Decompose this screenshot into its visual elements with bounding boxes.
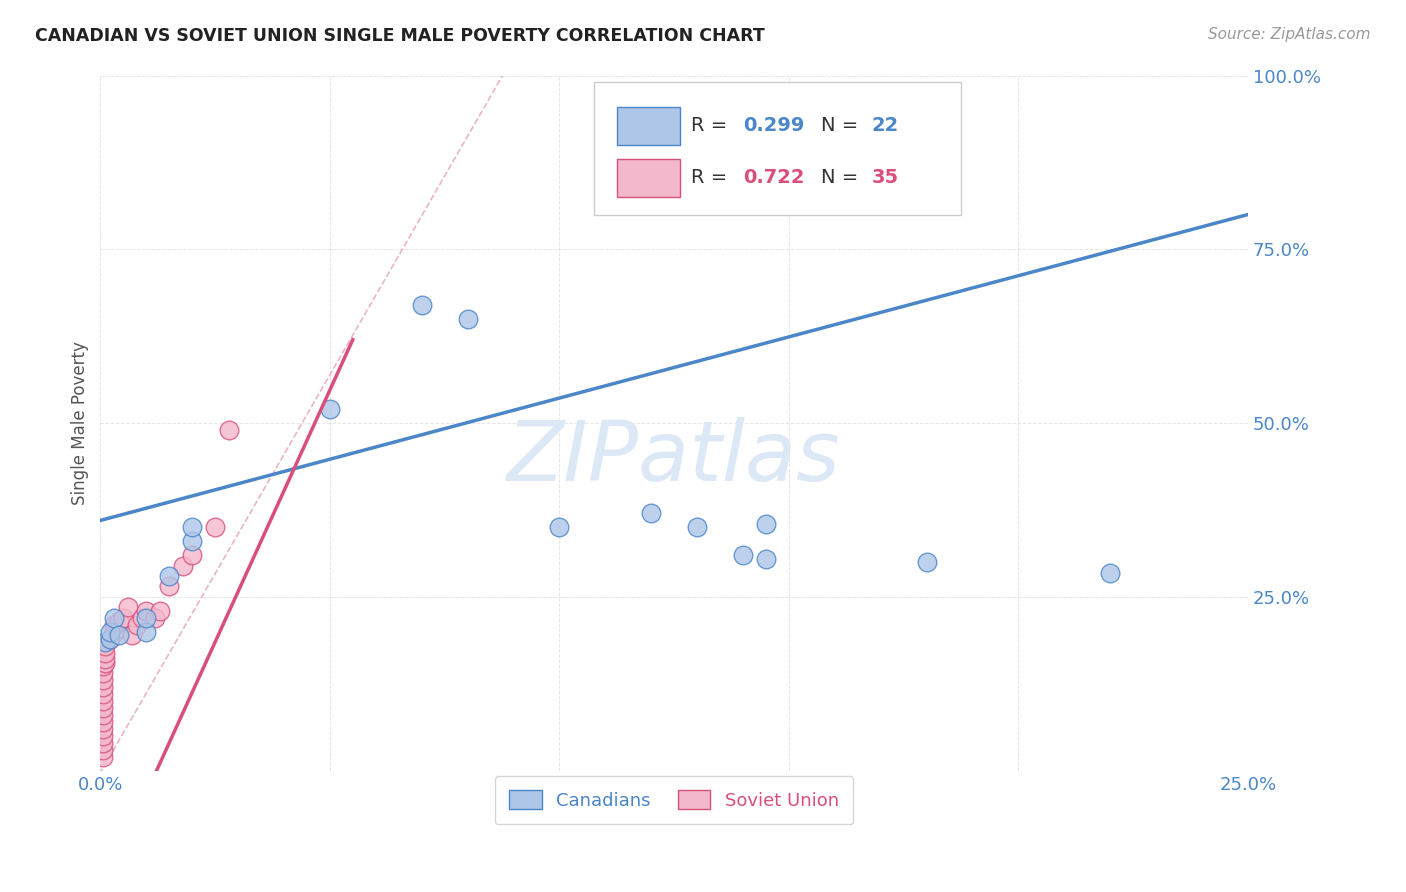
Point [91, 743, 114, 757]
Text: CANADIAN VS SOVIET UNION SINGLE MALE POVERTY CORRELATION CHART: CANADIAN VS SOVIET UNION SINGLE MALE POV… [35, 27, 765, 45]
FancyBboxPatch shape [617, 159, 681, 197]
Point [548, 520, 571, 534]
Y-axis label: Single Male Poverty: Single Male Poverty [72, 341, 89, 505]
Point [181, 520, 204, 534]
Point [91, 722, 114, 736]
Point [121, 628, 143, 642]
Point [135, 604, 157, 618]
Point [107, 628, 129, 642]
Point [91, 673, 114, 688]
Point [94, 652, 117, 666]
Point [94, 646, 117, 660]
Point [145, 611, 167, 625]
Point [755, 551, 778, 566]
Point [411, 298, 433, 312]
Point [94, 656, 117, 670]
Point [91, 680, 114, 694]
Point [91, 687, 114, 701]
Point [319, 402, 342, 417]
Point [157, 579, 180, 593]
Point [91, 701, 114, 715]
Point [915, 555, 938, 569]
Text: 35: 35 [872, 169, 898, 187]
Point [98, 632, 121, 646]
Point [94, 639, 117, 653]
Point [94, 635, 117, 649]
Point [103, 617, 125, 632]
Point [1099, 566, 1122, 580]
Point [181, 548, 204, 562]
Point [731, 548, 754, 562]
Text: Source: ZipAtlas.com: Source: ZipAtlas.com [1208, 27, 1371, 42]
Point [107, 614, 129, 628]
Point [103, 611, 125, 625]
Point [103, 624, 125, 639]
Point [91, 749, 114, 764]
Point [218, 423, 240, 437]
Point [157, 569, 180, 583]
Point [91, 729, 114, 743]
Point [91, 714, 114, 729]
Point [686, 520, 709, 534]
Point [91, 708, 114, 723]
Point [131, 611, 153, 625]
Point [149, 604, 172, 618]
Point [117, 600, 139, 615]
Point [91, 694, 114, 708]
Point [135, 611, 157, 625]
Point [640, 507, 662, 521]
Text: R =: R = [692, 169, 734, 187]
FancyBboxPatch shape [617, 107, 681, 145]
Point [91, 659, 114, 673]
Text: N =: N = [821, 169, 865, 187]
Point [135, 624, 157, 639]
Point [98, 632, 121, 646]
Point [172, 558, 194, 573]
Text: ZIPatlas: ZIPatlas [508, 417, 841, 499]
Point [91, 666, 114, 681]
Point [98, 624, 121, 639]
Legend: Canadians, Soviet Union: Canadians, Soviet Union [495, 776, 853, 824]
Text: 0.299: 0.299 [742, 116, 804, 135]
Text: R =: R = [692, 116, 734, 135]
Text: 22: 22 [872, 116, 898, 135]
Point [204, 520, 226, 534]
Point [91, 736, 114, 750]
Text: N =: N = [821, 116, 865, 135]
Point [125, 617, 148, 632]
Point [755, 516, 778, 531]
Text: 0.722: 0.722 [742, 169, 804, 187]
Point [181, 534, 204, 549]
Point [457, 311, 479, 326]
Point [112, 611, 135, 625]
FancyBboxPatch shape [593, 82, 960, 215]
